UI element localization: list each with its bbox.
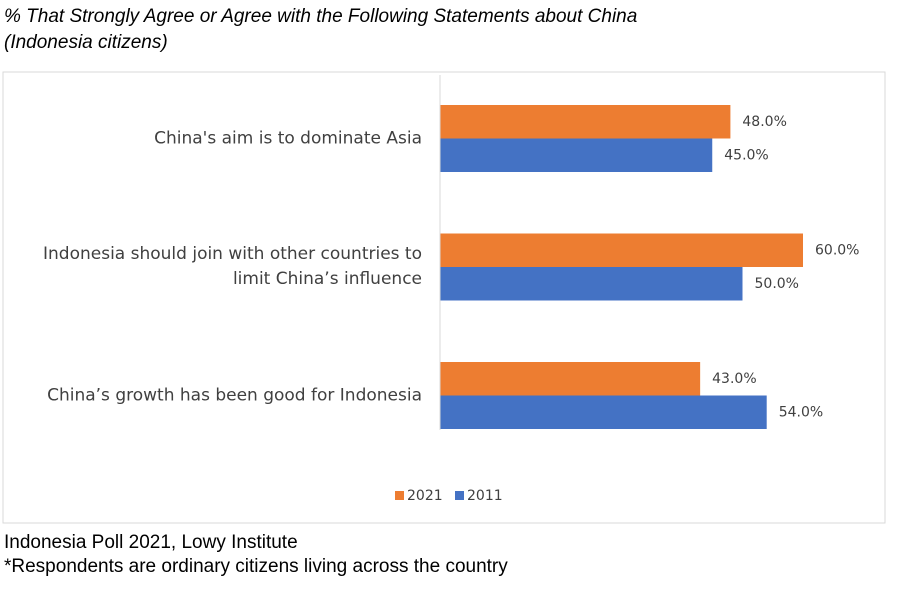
bar: [440, 362, 701, 396]
value-label: 60.0%: [815, 242, 859, 258]
bar: [440, 233, 803, 267]
footnote: *Respondents are ordinary citizens livin…: [4, 556, 508, 577]
legend-swatch: [455, 491, 464, 500]
chart-frame: [2, 71, 886, 524]
bar: [440, 395, 767, 429]
legend-label: 2011: [467, 488, 503, 504]
value-label: 54.0%: [779, 404, 823, 420]
legend-label: 2021: [407, 488, 443, 504]
bar: [440, 138, 713, 172]
bar: [440, 105, 731, 139]
value-label: 45.0%: [724, 147, 768, 163]
value-label: 48.0%: [742, 114, 786, 130]
value-label: 50.0%: [755, 276, 799, 292]
chart-title: % That Strongly Agree or Agree with the …: [4, 6, 638, 27]
category-label: China's aim is to dominate Asia: [154, 128, 422, 148]
value-label: 43.0%: [712, 371, 756, 387]
category-label: Indonesia should join with other countri…: [43, 244, 422, 289]
category-label: China’s growth has been good for Indones…: [47, 385, 422, 405]
bar: [440, 267, 743, 301]
legend-swatch: [395, 491, 404, 500]
source-note: Indonesia Poll 2021, Lowy Institute: [4, 532, 298, 553]
chart-subtitle: (Indonesia citizens): [4, 32, 168, 53]
